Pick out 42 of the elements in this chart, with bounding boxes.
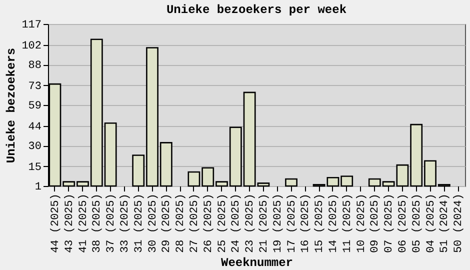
x-tick-label: 06 (2025)	[397, 194, 410, 253]
y-tick-label: 117	[22, 20, 42, 32]
x-axis-title: Weeknummer	[220, 256, 294, 270]
x-tick-label: 04 (2025)	[425, 194, 438, 253]
x-tick-label: 19 (2025)	[272, 194, 284, 253]
x-tick-label: 16 (2025)	[300, 194, 312, 253]
x-tick-label: 21 (2025)	[258, 194, 270, 253]
x-tick-label: 07 (2025)	[384, 194, 396, 253]
x-tick-label: 37 (2025)	[106, 194, 118, 253]
x-tick-label: 29 (2025)	[161, 194, 174, 253]
x-tick-label: 17 (2025)	[286, 194, 298, 253]
y-tick-label: 44	[28, 121, 42, 134]
x-tick-label: 43 (2025)	[64, 194, 76, 253]
y-tick-label: 73	[28, 80, 42, 93]
y-tick-label: 30	[28, 141, 42, 153]
x-tick-label: 38 (2025)	[92, 194, 104, 253]
x-tick-label: 51 (2024)	[439, 194, 452, 253]
x-tick-label: 33 (2025)	[119, 194, 132, 253]
x-tick-label: 50 (2024)	[453, 194, 466, 253]
x-tick-label: 14 (2025)	[328, 194, 340, 253]
x-tick-label: 28 (2025)	[175, 194, 188, 253]
x-tick-label: 44 (2025)	[50, 194, 62, 253]
y-tick-label: 15	[28, 162, 42, 174]
x-tick-label: 27 (2025)	[188, 194, 201, 253]
x-tick-label: 10 (2025)	[356, 194, 368, 253]
x-tick-label: 09 (2025)	[370, 194, 382, 253]
x-tick-label: 31 (2025)	[133, 194, 146, 253]
chart-title: Unieke bezoekers per week	[166, 3, 347, 17]
y-tick-label: 102	[22, 40, 42, 52]
x-tick-label: 11 (2025)	[342, 194, 354, 253]
y-tick-label: 1	[34, 182, 42, 194]
x-tick-label: 30 (2025)	[147, 194, 160, 253]
x-tick-label: 41 (2025)	[78, 194, 90, 253]
x-tick-label: 25 (2025)	[216, 194, 229, 253]
x-tick-label: 05 (2025)	[411, 194, 424, 253]
y-tick-label: 59	[28, 100, 42, 112]
x-tick-label: 23 (2025)	[244, 194, 257, 253]
x-tick-label: 26 (2025)	[202, 194, 215, 253]
y-tick-label: 88	[28, 60, 42, 72]
y-axis-title: Unieke bezoekers	[4, 48, 19, 164]
x-tick-label: 15 (2025)	[314, 194, 326, 253]
x-tick-label: 24 (2025)	[230, 194, 243, 253]
